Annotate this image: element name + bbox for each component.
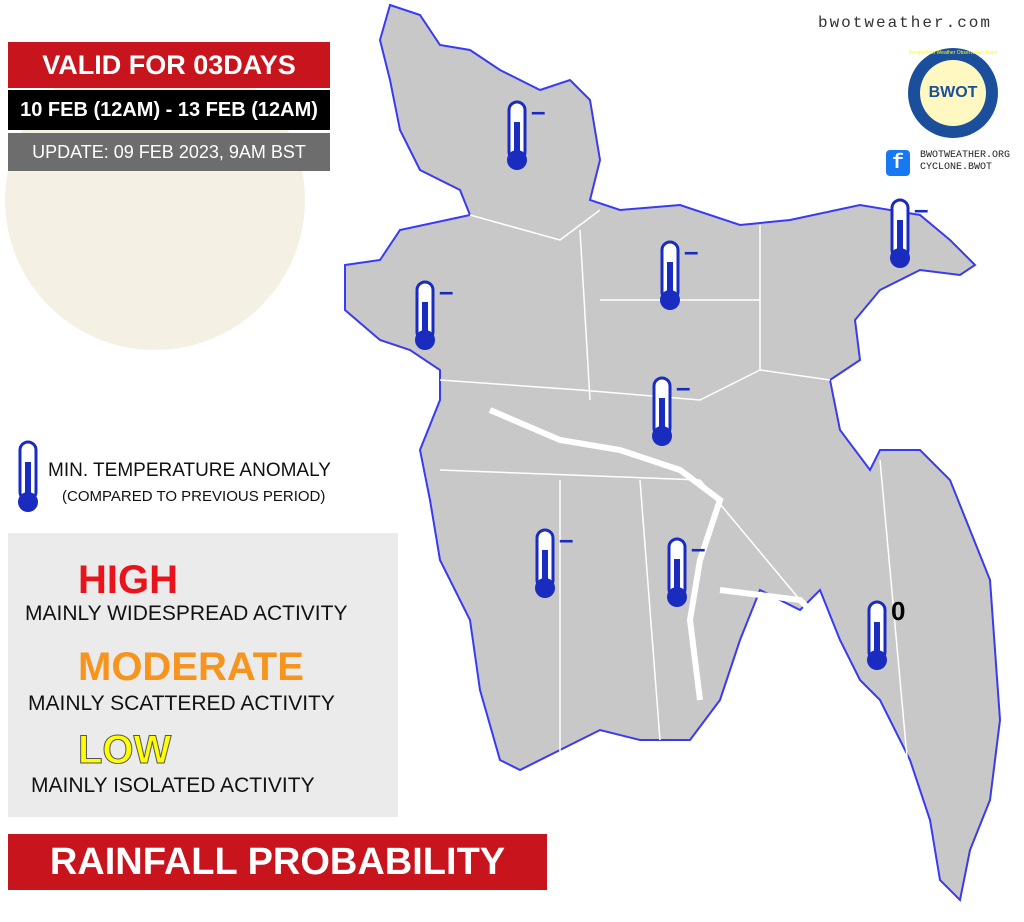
level-description: MAINLY SCATTERED ACTIVITY	[28, 692, 335, 715]
facebook-icon: f	[886, 150, 910, 176]
thermometer-level	[674, 559, 680, 597]
anomaly-label: –	[676, 372, 690, 402]
logo-ring: Bangladesh Weather Observation Team	[908, 50, 998, 56]
thermometer-level	[897, 220, 903, 258]
anomaly-label: –	[684, 236, 698, 266]
social: f BWOTWEATHER.ORG CYCLONE.BWOT	[886, 150, 1011, 176]
legend-panel	[8, 533, 398, 817]
footer-title: RAINFALL PROBABILITY	[8, 834, 547, 890]
thermometer-level	[667, 262, 673, 300]
level-name: HIGH	[78, 558, 178, 602]
legend-title: MIN. TEMPERATURE ANOMALY	[48, 460, 331, 481]
valid-banner: VALID FOR 03DAYS	[8, 42, 330, 88]
anomaly-label: 0	[891, 596, 905, 626]
level-name: MODERATE	[78, 645, 304, 689]
thermometer-level	[422, 302, 428, 340]
country-outline	[344, 3, 1002, 903]
anomaly-label: –	[914, 194, 928, 224]
period-banner: 10 FEB (12AM) - 13 FEB (12AM)	[8, 90, 330, 130]
social-website: BWOTWEATHER.ORG	[920, 150, 1011, 161]
legend-note: (COMPARED TO PREVIOUS PERIOD)	[62, 488, 326, 505]
anomaly-label: –	[439, 276, 453, 306]
level-name: LOW	[77, 728, 172, 773]
thermometer-level	[542, 550, 548, 588]
logo: BWOT Bangladesh Weather Observation Team	[908, 48, 998, 138]
level-description: MAINLY WIDESPREAD ACTIVITY	[25, 602, 348, 625]
rivers	[488, 407, 823, 701]
site-url: bwotweather.com	[817, 14, 992, 32]
anomaly-label: –	[691, 533, 705, 563]
logo-text: BWOT	[920, 60, 986, 126]
update-banner: UPDATE: 09 FEB 2023, 9AM BST	[8, 133, 330, 171]
thermometer-level	[874, 622, 880, 660]
thermometer-level	[514, 122, 520, 160]
anomaly-label: –	[531, 96, 545, 126]
legend-thermometer	[18, 440, 38, 512]
social-page: CYCLONE.BWOT	[920, 162, 993, 173]
anomaly-label: –	[559, 524, 573, 554]
thermometer-level	[659, 398, 665, 436]
level-description: MAINLY ISOLATED ACTIVITY	[31, 774, 315, 797]
